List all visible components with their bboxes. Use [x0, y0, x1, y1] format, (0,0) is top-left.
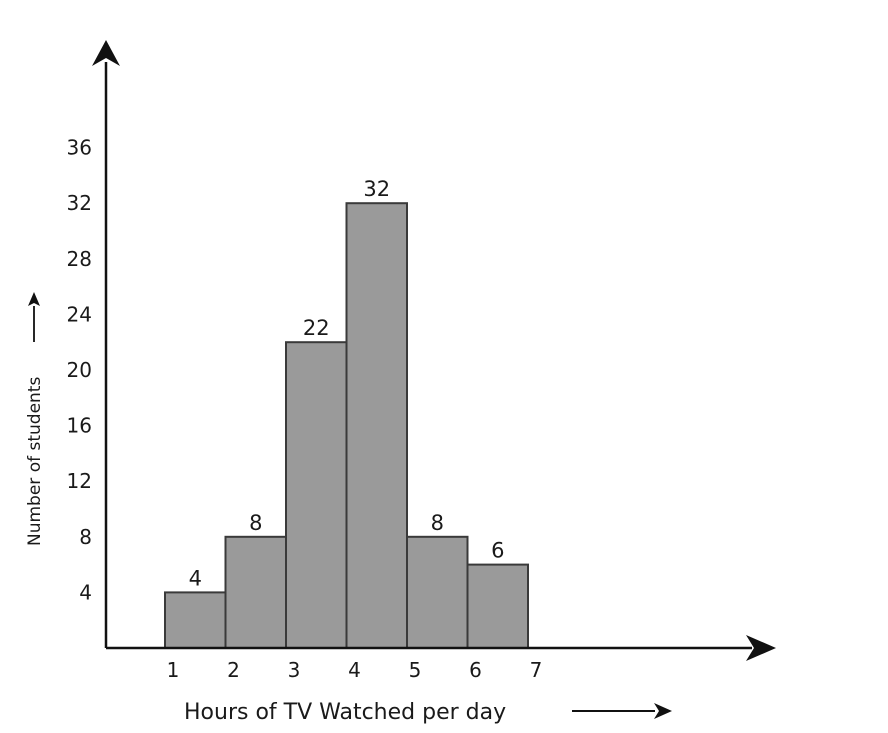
bar-4-5 — [345, 202, 408, 649]
y-tick-label: 20 — [67, 358, 92, 382]
bar-value-label: 22 — [303, 316, 330, 340]
x-tick-label: 1 — [167, 658, 180, 682]
y-title-arrow-icon — [28, 292, 40, 306]
bar-labels-group: 4 8 22 32 8 6 — [189, 177, 505, 590]
y-tick-labels: 4 8 12 16 20 24 28 32 36 — [67, 136, 92, 605]
bar-5-6 — [406, 535, 469, 649]
y-tick-label: 12 — [67, 469, 92, 493]
bar-6-7 — [466, 563, 529, 649]
x-tick-label: 5 — [409, 658, 422, 682]
y-tick-label: 24 — [67, 302, 92, 326]
y-tick-label: 28 — [67, 247, 92, 271]
y-axis-title: Number of students — [25, 377, 45, 546]
x-tick-label: 3 — [288, 658, 301, 682]
x-axis-arrowhead — [746, 635, 776, 661]
y-tick-label: 16 — [67, 414, 92, 438]
bar-value-label: 8 — [431, 511, 444, 535]
bar-value-label: 6 — [491, 539, 504, 563]
x-tick-label: 7 — [530, 658, 543, 682]
y-axis-arrowhead — [92, 40, 120, 66]
bar-1-2 — [164, 591, 227, 650]
bar-value-label: 32 — [363, 177, 390, 201]
y-tick-label: 8 — [79, 525, 92, 549]
x-tick-label: 6 — [469, 658, 482, 682]
y-axis-title-group: Number of students — [25, 292, 45, 546]
x-tick-label: 4 — [348, 658, 361, 682]
y-tick-label: 36 — [67, 136, 92, 160]
y-tick-label: 4 — [79, 580, 92, 604]
bar-value-label: 8 — [249, 511, 262, 535]
x-tick-label: 2 — [227, 658, 240, 682]
bar-3-4 — [285, 341, 348, 649]
bar-2-3 — [224, 535, 287, 649]
x-axis-title: Hours of TV Watched per day — [184, 700, 506, 725]
y-tick-label: 32 — [67, 191, 92, 215]
bar-value-label: 4 — [189, 566, 202, 590]
bars-group — [164, 202, 529, 650]
x-title-arrow-icon — [654, 703, 672, 719]
x-tick-labels: 1 2 3 4 5 6 7 — [167, 658, 543, 682]
